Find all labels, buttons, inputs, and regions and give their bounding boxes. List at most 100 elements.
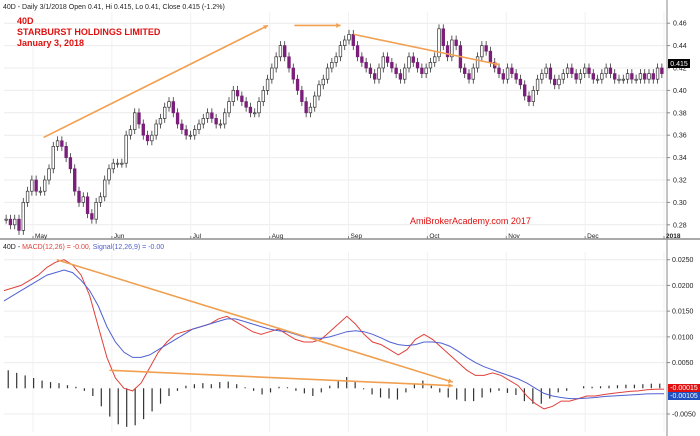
candle-body <box>428 62 433 69</box>
candle-body <box>617 78 621 81</box>
candle-body <box>471 67 475 80</box>
time-tick-label: Nov <box>508 233 520 240</box>
macd-legend: MACD(12,26) = -0.00, <box>22 244 91 251</box>
candle-body <box>81 196 85 203</box>
last-price-tag-bg <box>668 59 690 68</box>
candle-body <box>360 56 364 63</box>
candle-body <box>518 78 523 86</box>
price-tick-label: 0.46 <box>673 21 687 28</box>
price-trendlines <box>43 23 500 139</box>
company-title: STARBURST HOLDINGS LIMITED <box>17 27 161 37</box>
candle-body <box>415 62 420 69</box>
candle-body <box>561 73 565 80</box>
macd-trendlines <box>56 258 454 388</box>
trendline-arrowhead <box>263 25 268 30</box>
candle-body <box>621 78 625 81</box>
candle-body <box>325 67 330 80</box>
candle-body <box>373 73 377 80</box>
candle-body <box>643 73 647 80</box>
candle-body <box>574 73 578 80</box>
candle-body <box>223 112 227 125</box>
signal-line <box>3 269 664 400</box>
candle-body <box>398 73 403 80</box>
trendline <box>43 24 269 139</box>
candle-body <box>154 123 158 136</box>
candle-body <box>390 62 394 69</box>
candle-body <box>304 101 308 114</box>
watermark-text: AmiBrokerAcademy.com 2017 <box>410 216 531 226</box>
signal-legend: Signal(12,26,9) = -0.00 <box>93 244 165 251</box>
candle-body <box>608 67 613 74</box>
macd-info-prefix: 40D - <box>3 244 22 251</box>
candle-body <box>133 112 137 130</box>
candle-body <box>347 34 351 41</box>
candle-body <box>287 56 291 69</box>
candle-body <box>175 112 180 125</box>
candle-body <box>21 202 25 231</box>
candle-body <box>43 179 47 192</box>
macd-axis: 0.0250 0.0200 0.0150 0.0100 0.0050 -0.0050 <box>667 257 696 419</box>
price-tick-label: 0.32 <box>673 178 687 185</box>
candle-body <box>321 78 325 86</box>
candle-body <box>553 78 557 86</box>
date-title: January 3, 2018 <box>17 38 84 48</box>
candle-body <box>218 123 223 126</box>
candle-body <box>265 78 270 91</box>
time-tick-label: Jul <box>193 233 202 240</box>
candle-body <box>244 101 248 108</box>
price-tick-label: 0.30 <box>673 200 687 207</box>
candle-body <box>120 162 124 165</box>
macd-tick-label: 0.0200 <box>672 283 694 290</box>
candle-body <box>411 56 415 63</box>
candle-body <box>655 67 660 80</box>
time-tick-label: Jun <box>114 233 125 240</box>
price-candles <box>4 24 664 235</box>
candle-body <box>355 45 360 58</box>
candle-body <box>283 45 287 58</box>
signal-value-tag: -0.00105 <box>670 393 698 400</box>
candle-body <box>570 67 574 74</box>
candle-body <box>587 67 591 74</box>
candle-body <box>647 73 651 80</box>
candle-body <box>68 157 73 170</box>
candle-body <box>565 67 570 74</box>
candle-body <box>433 56 437 63</box>
candle-body <box>253 112 257 115</box>
candle-body <box>94 202 98 220</box>
candle-body <box>488 50 493 63</box>
macd-info-text: 40D - MACD(12,26) = -0.00, Signal(12,26,9… <box>3 244 164 251</box>
price-grid <box>4 12 667 236</box>
time-tick-label: Dec <box>587 233 599 240</box>
candle-body <box>64 146 68 158</box>
candle-body <box>595 78 600 81</box>
candle-body <box>98 196 103 203</box>
time-tick-label: Aug <box>272 233 284 240</box>
time-tick-label: 2018 <box>666 233 681 240</box>
price-tick-label: 0.34 <box>673 155 687 162</box>
candle-body <box>424 67 428 74</box>
candle-body <box>625 73 630 80</box>
macd-tick-label: 0.0100 <box>672 334 694 341</box>
macd-histogram <box>7 370 661 427</box>
candle-body <box>480 45 484 58</box>
candle-body <box>128 129 133 136</box>
candle-body <box>210 112 214 119</box>
trendline-arrowhead <box>336 23 341 28</box>
candle-body <box>377 67 381 80</box>
candle-body <box>137 112 141 125</box>
candle-body <box>351 34 355 46</box>
candle-body <box>343 39 347 46</box>
candle-body <box>497 67 501 74</box>
candle-body <box>295 78 300 91</box>
candle-body <box>454 39 458 46</box>
candle-body <box>60 140 64 147</box>
candle-body <box>514 73 518 80</box>
candle-body <box>291 67 295 80</box>
candle-body <box>34 179 38 192</box>
price-tick-label: 0.28 <box>673 222 687 229</box>
candle-body <box>240 95 244 102</box>
candle-body <box>531 90 535 102</box>
candle-body <box>188 134 193 137</box>
candle-body <box>278 45 283 58</box>
